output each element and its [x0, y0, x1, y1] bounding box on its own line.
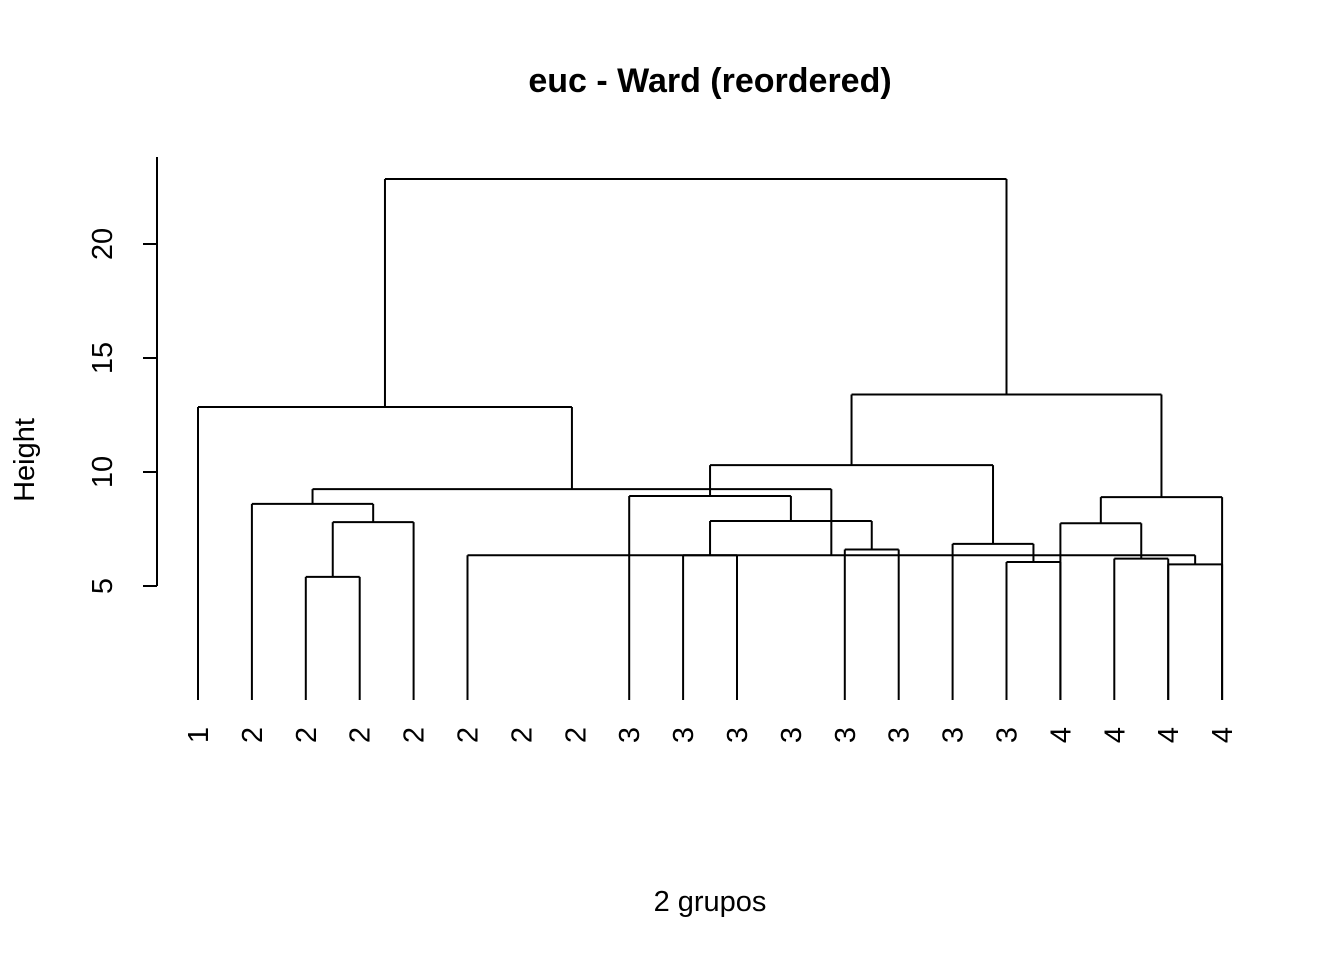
leaf-label: 2 — [453, 727, 485, 743]
leaf-label: 4 — [1153, 727, 1185, 743]
leaf-label: 3 — [938, 727, 970, 743]
y-axis: 5 10 15 20 — [87, 157, 158, 594]
y-axis-label: Height — [9, 418, 41, 502]
leaf-label: 2 — [506, 727, 538, 743]
leaf-label: 3 — [992, 727, 1024, 743]
leaf-label: 2 — [399, 727, 431, 743]
chart-title: euc - Ward (reordered) — [528, 62, 891, 100]
leaf-label: 3 — [830, 727, 862, 743]
leaf-label: 4 — [1045, 727, 1077, 743]
y-tick-label: 20 — [87, 228, 119, 260]
y-tick-label: 10 — [87, 456, 119, 488]
leaf-label: 4 — [1099, 727, 1131, 743]
leaf-label: 2 — [560, 727, 592, 743]
leaf-label: 3 — [776, 727, 808, 743]
y-tick-label: 5 — [87, 578, 119, 594]
leaf-label: 3 — [884, 727, 916, 743]
leaf-label: 2 — [291, 727, 323, 743]
leaf-label: 4 — [1207, 727, 1239, 743]
leaf-label: 3 — [614, 727, 646, 743]
leaf-label: 2 — [237, 727, 269, 743]
dendrogram-tree — [197, 178, 1224, 700]
leaf-label: 2 — [345, 727, 377, 743]
x-axis-label: 2 grupos — [654, 886, 767, 918]
leaf-label: 3 — [722, 727, 754, 743]
leaf-label: 1 — [183, 727, 215, 743]
leaf-label: 3 — [668, 727, 700, 743]
leaf-labels: 1 2 2 2 2 2 2 2 3 3 3 3 3 3 3 3 4 4 4 4 — [183, 727, 1239, 743]
y-tick-label: 15 — [87, 342, 119, 374]
